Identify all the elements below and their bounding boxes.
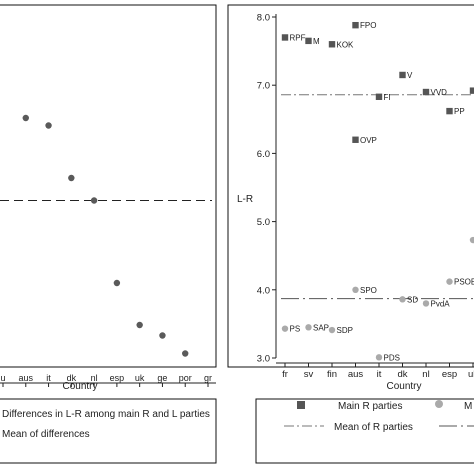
left-x-tick-label-esp: esp: [110, 373, 125, 383]
right-x-tick-label-nl: nl: [422, 369, 429, 380]
left-point-aus: [22, 114, 29, 122]
right-legend-box: [255, 398, 474, 464]
left-x-tick-label-it: it: [46, 373, 51, 383]
left-x-tick-label-ge: ge: [157, 373, 167, 383]
r-party-label-ovp: OVP: [360, 136, 377, 145]
left-legend-box: [0, 398, 217, 464]
r-party-label-rpf: RPF: [290, 33, 306, 42]
right-chart: 3.04.05.06.07.08.0 L-R RPF M KOKFPOOVPFIVV…: [227, 4, 474, 464]
right-marks: RPF M KOK FPO OVP FI V VVD PP PS SAP SDP SPO PDS SD Pvd…: [281, 21, 474, 362]
l-party-point-sap: [305, 324, 312, 331]
right-x-tick-label-sv: sv: [304, 369, 314, 380]
left-legend-entry-mean: Mean of differences: [2, 429, 90, 440]
l-party-label-spo: SPO: [360, 286, 377, 295]
right-x-tick-label-uk: uk: [468, 369, 474, 380]
right-x-axis-label: Country: [386, 381, 421, 392]
right-legend-entry-mean-r: Mean of R parties: [334, 422, 413, 433]
l-party-point-pds: [375, 354, 383, 361]
r-party-label-m: M: [313, 37, 320, 46]
right-x-tick-label-it: it: [377, 369, 382, 380]
right-y-tick-label-6-0: 6.0: [257, 149, 270, 160]
r-party-label-vvd: VVD: [431, 88, 448, 97]
l-party-label-pds: PDS: [384, 353, 400, 362]
legend-circle-marker: [435, 400, 443, 408]
r-party-point-ovp: [352, 136, 359, 143]
l-party-label-ps: PS: [290, 325, 301, 334]
right-x-tick-label-aus: aus: [348, 369, 364, 380]
right-legend-entry-r-parties: Main R parties: [338, 401, 402, 412]
legend-square-marker: [297, 401, 305, 409]
l-party-label-psoe: PSOE: [454, 278, 474, 287]
right-y-axis: 3.0 4.0 5.0 6.0 7.0 8.0: [257, 13, 277, 365]
l-party-point-pvda: [422, 300, 430, 307]
l-party-point-psoe: [446, 278, 453, 285]
right-y-tick-label-4-0: 4.0: [257, 285, 270, 296]
left-x-tick-label-por: por: [179, 373, 192, 383]
right-y-tick-label-7-0: 7.0: [257, 81, 270, 92]
r-party-point-pp: [446, 107, 453, 115]
left-x-tick-label-gr: gr: [204, 373, 212, 383]
left-x-tick-label-dk: dk: [67, 373, 77, 383]
left-point-it: [45, 122, 52, 129]
right-x-tick-label-dk: dk: [397, 369, 407, 380]
r-party-point-fpo: [352, 21, 359, 29]
l-party-label-sdp: SDP: [337, 326, 353, 335]
right-y-axis-label: L-R: [237, 194, 253, 205]
r-party-point-m: [305, 37, 312, 45]
r-party-label-pp: PP: [454, 107, 465, 116]
left-chart: u aus it dk nl esp uk ge por gr Country Differenc…: [0, 4, 217, 464]
r-party-point-rpf: [281, 34, 289, 41]
r-party-point-vvd: [422, 88, 430, 96]
left-x-axis: u aus it dk nl esp uk ge por gr: [0, 373, 216, 387]
right-x-tick-label-fr: fr: [282, 369, 288, 380]
r-party-point-fi: [375, 93, 383, 100]
left-x-tick-label-u: u: [0, 373, 5, 383]
right-x-tick-label-esp: esp: [442, 369, 457, 380]
left-x-tick-label-uk: uk: [135, 373, 145, 383]
r-party-label-kok: KOK: [337, 40, 355, 49]
r-party-point-kok: [328, 41, 336, 48]
l-party-point-spo: [352, 286, 359, 293]
left-x-axis-label: Country: [62, 381, 97, 392]
l-party-point-ps: [281, 325, 289, 332]
right-plot-frame: [227, 4, 474, 368]
l-party-point-sdp: [328, 326, 336, 334]
left-point-dk: [68, 174, 75, 182]
left-x-tick-label-aus: aus: [19, 373, 34, 383]
l-party-point-sd: [399, 296, 406, 303]
r-party-label-fpo: FPO: [360, 21, 376, 30]
left-point-uk: [136, 321, 143, 329]
l-party-label-pvda: PvdA: [431, 299, 451, 308]
left-point-esp: [113, 279, 121, 287]
r-party-label-fi: FI: [384, 93, 391, 102]
right-y-tick-label-8-0: 8.0: [257, 13, 270, 24]
l-party-label-sap: SAP: [313, 323, 329, 332]
left-point-por: [182, 350, 189, 357]
l-party-point-uk-8: [469, 236, 474, 244]
left-plot-frame: [0, 4, 217, 368]
l-party-label-sd: SD: [407, 295, 418, 304]
right-legend-entry-l-parties: M: [464, 401, 472, 412]
right-y-tick-label-3-0: 3.0: [257, 354, 270, 365]
left-point-ge: [159, 332, 166, 339]
r-party-point-v: [399, 71, 406, 79]
left-legend-entry-differences: Differences in L-R among main R and L pa…: [2, 409, 210, 420]
right-y-tick-label-5-0: 5.0: [257, 217, 270, 228]
right-x-tick-label-fin: fin: [327, 369, 337, 380]
left-x-tick-label-nl: nl: [91, 373, 98, 383]
r-party-label-v: V: [407, 71, 413, 80]
r-party-point-uk-9: [469, 87, 474, 94]
left-point-nl: [90, 197, 98, 204]
